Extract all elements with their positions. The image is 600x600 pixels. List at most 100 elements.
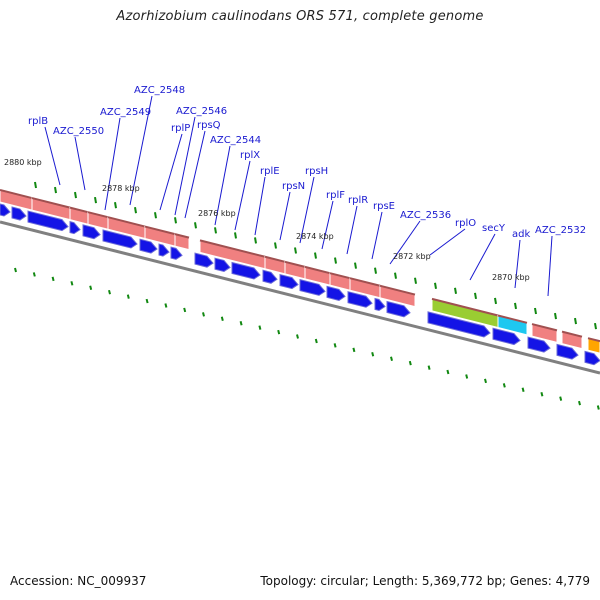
leader-line bbox=[279, 191, 291, 241]
tick-mark bbox=[454, 287, 457, 295]
gene-label[interactable]: rpsQ bbox=[197, 120, 221, 131]
tick-mark bbox=[408, 360, 412, 366]
cds-arrow bbox=[11, 206, 27, 221]
tick-mark bbox=[521, 387, 525, 393]
gene-label[interactable]: rplB bbox=[28, 116, 48, 127]
cds-arrow bbox=[262, 269, 278, 284]
tick-mark bbox=[114, 201, 117, 209]
leader-line bbox=[429, 228, 466, 256]
tick-mark bbox=[594, 322, 597, 330]
gene-label[interactable]: rplE bbox=[260, 166, 280, 177]
cds-arrow bbox=[584, 350, 600, 366]
gene-label[interactable]: AZC_2549 bbox=[100, 107, 151, 118]
cds-arrow bbox=[158, 243, 170, 257]
tick-mark bbox=[274, 242, 277, 249]
gene-label[interactable]: rplO bbox=[455, 218, 476, 229]
gene-label[interactable]: AZC_2536 bbox=[400, 210, 451, 221]
gene-label[interactable]: rpsE bbox=[373, 201, 395, 212]
gene-label[interactable]: AZC_2550 bbox=[53, 126, 104, 137]
gene-block-edge bbox=[107, 216, 146, 228]
cds-arrow bbox=[170, 246, 183, 260]
gene-block-edge bbox=[0, 189, 33, 200]
gene-label[interactable]: rplF bbox=[326, 190, 345, 201]
tick-mark bbox=[258, 325, 262, 330]
gene-label[interactable]: AZC_2532 bbox=[535, 225, 586, 236]
gene-label[interactable]: rplR bbox=[348, 195, 368, 206]
leader-line bbox=[371, 211, 383, 260]
tick-mark bbox=[239, 320, 243, 326]
leader-line bbox=[129, 95, 153, 206]
tick-mark bbox=[126, 294, 130, 299]
tick-mark bbox=[234, 232, 237, 239]
tick-mark bbox=[296, 334, 299, 339]
kbp-label: 2876 kbp bbox=[198, 209, 236, 218]
gene-label[interactable]: rplP bbox=[171, 123, 190, 134]
tick-mark bbox=[554, 312, 557, 320]
tick-mark bbox=[70, 281, 74, 286]
gene-block-edge bbox=[174, 233, 190, 239]
gene-block-secy-edge bbox=[431, 297, 499, 317]
cds-arrow bbox=[347, 291, 373, 308]
tick-mark bbox=[51, 276, 55, 282]
tick-mark bbox=[94, 196, 97, 204]
leader-line bbox=[174, 116, 196, 216]
tick-mark bbox=[371, 352, 375, 357]
cds-arrow bbox=[326, 285, 346, 301]
cds-arrow bbox=[231, 261, 261, 280]
kbp-label: 2872 kbp bbox=[393, 252, 431, 261]
cds-arrow bbox=[492, 327, 521, 346]
tick-mark bbox=[534, 307, 537, 315]
cds-arrow bbox=[427, 311, 491, 338]
gene-block-edge bbox=[531, 323, 558, 332]
tick-mark bbox=[202, 312, 205, 317]
tick-mark bbox=[314, 338, 318, 344]
gene-label[interactable]: secY bbox=[482, 223, 506, 234]
accession-text: Accession: NC_009937 bbox=[10, 574, 147, 588]
genome-backbone bbox=[0, 220, 600, 375]
tick-mark bbox=[89, 285, 93, 290]
leader-line bbox=[346, 205, 358, 255]
gene-block-edge bbox=[31, 197, 71, 209]
cds-arrow bbox=[374, 297, 386, 312]
cds-arrow bbox=[279, 273, 299, 290]
gene-block bbox=[379, 285, 416, 308]
cds-arrow bbox=[82, 224, 101, 240]
tick-mark bbox=[54, 186, 57, 194]
label-leader-lines bbox=[44, 95, 553, 297]
tick-mark bbox=[134, 207, 137, 214]
tick-mark bbox=[414, 277, 417, 284]
tick-mark bbox=[183, 307, 187, 313]
cds-arrow bbox=[214, 257, 231, 272]
tick-mark bbox=[333, 343, 337, 348]
tick-mark bbox=[164, 303, 168, 308]
map-title: Azorhizobium caulinodans ORS 571, comple… bbox=[116, 9, 484, 24]
gene-label[interactable]: adk bbox=[512, 229, 530, 240]
leader-line bbox=[44, 126, 61, 186]
gene-block-edge bbox=[199, 239, 266, 258]
tick-mark bbox=[294, 247, 297, 254]
gene-block-edge bbox=[87, 211, 109, 219]
cds-arrow bbox=[0, 203, 11, 217]
gene-block-edge bbox=[304, 265, 331, 275]
gene-block-edge bbox=[144, 225, 176, 236]
gene-label[interactable]: AZC_2546 bbox=[176, 106, 227, 117]
tick-mark bbox=[108, 289, 111, 295]
tick-mark bbox=[314, 252, 317, 259]
tick-mark bbox=[34, 181, 37, 189]
gene-label[interactable]: rplX bbox=[240, 150, 260, 161]
gene-label[interactable]: rpsN bbox=[282, 181, 305, 192]
cds-arrow bbox=[194, 252, 214, 268]
tick-mark bbox=[14, 267, 17, 273]
tick-mark bbox=[390, 356, 393, 361]
leader-line bbox=[547, 235, 553, 297]
tick-mark bbox=[484, 378, 487, 384]
gene-label[interactable]: AZC_2544 bbox=[210, 135, 261, 146]
tick-mark bbox=[427, 365, 431, 370]
cds-arrow bbox=[527, 336, 551, 353]
gene-label[interactable]: AZC_2548 bbox=[134, 85, 185, 96]
kbp-label: 2870 kbp bbox=[492, 273, 530, 282]
gene-block-edge bbox=[561, 330, 583, 338]
tick-mark bbox=[596, 405, 600, 410]
leader-line bbox=[234, 160, 251, 231]
gene-label[interactable]: rpsH bbox=[305, 166, 328, 177]
